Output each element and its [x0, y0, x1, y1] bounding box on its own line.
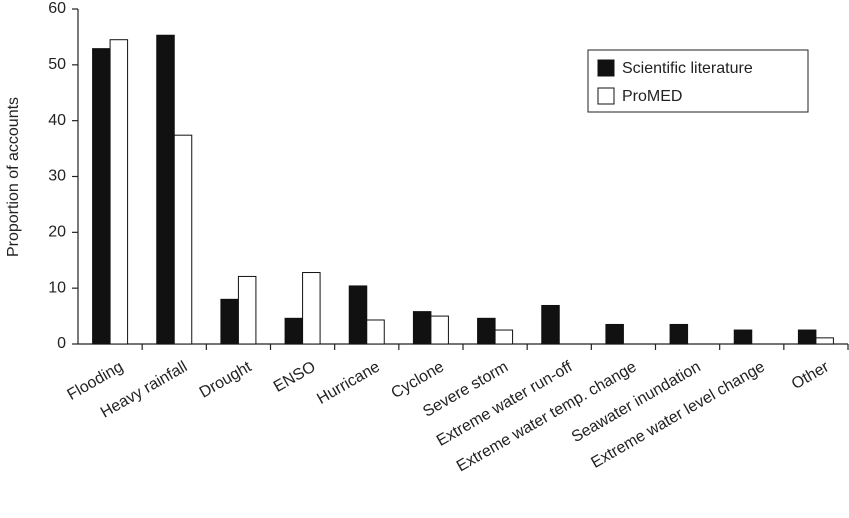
- y-tick-label: 40: [48, 112, 66, 129]
- bar: [156, 34, 175, 345]
- legend-label: Scientific literature: [622, 60, 753, 77]
- bar: [430, 315, 449, 345]
- bar: [733, 329, 753, 345]
- legend-box: [587, 49, 809, 113]
- y-axis-label: Proportion of accounts: [5, 97, 22, 257]
- x-tick-label: Hurricane: [314, 358, 383, 407]
- y-tick-label: 30: [48, 168, 66, 185]
- y-tick-label: 60: [48, 0, 66, 17]
- bar: [669, 323, 689, 345]
- legend-swatch: [597, 87, 615, 105]
- bar: [797, 329, 817, 345]
- bar: [477, 317, 496, 345]
- y-tick-label: 0: [57, 335, 66, 352]
- bar: [412, 311, 432, 345]
- bar: [302, 272, 321, 345]
- y-tick-label: 50: [48, 56, 66, 73]
- bar: [237, 275, 257, 345]
- x-tick-label: Other: [789, 358, 833, 393]
- bar: [173, 134, 193, 345]
- legend-label: ProMED: [622, 88, 682, 105]
- y-tick-label: 10: [48, 279, 66, 296]
- bar: [541, 304, 560, 345]
- bar: [366, 319, 385, 345]
- bar: [284, 317, 304, 345]
- legend-swatch: [597, 59, 615, 77]
- bar: [348, 285, 368, 345]
- y-tick-label: 20: [48, 224, 66, 241]
- bar: [220, 298, 239, 345]
- x-tick-label: Drought: [197, 358, 255, 401]
- bar: [92, 48, 111, 345]
- bar: [605, 323, 624, 345]
- x-tick-label: ENSO: [271, 358, 319, 395]
- bar: [109, 39, 129, 345]
- bar: [815, 337, 834, 345]
- bar: [494, 329, 514, 345]
